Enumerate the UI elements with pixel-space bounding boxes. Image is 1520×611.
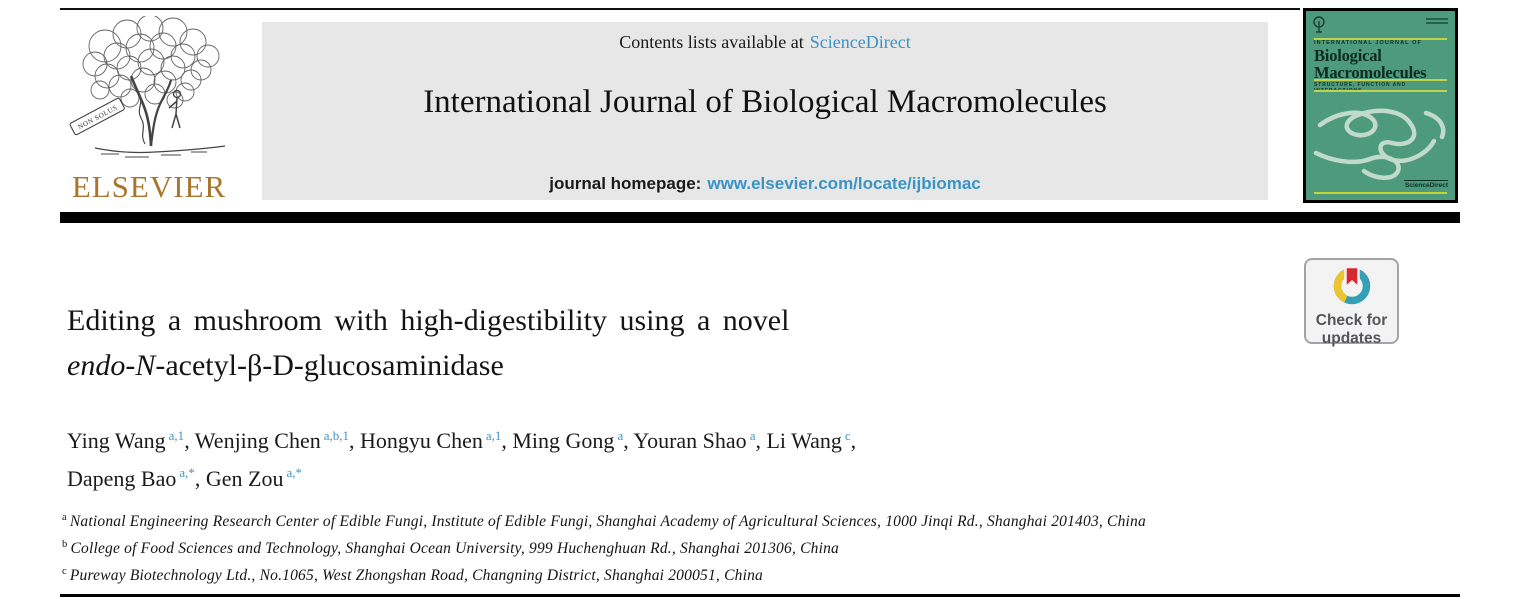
elsevier-logo[interactable]: NON SOLUS ELSEVIER	[64, 14, 234, 205]
cover-bottom-rule	[1314, 192, 1447, 194]
cover-issue-info	[1426, 18, 1448, 26]
check-for-updates-badge[interactable]: Check for updates	[1304, 258, 1399, 347]
author-affiliation-sup[interactable]: a	[749, 428, 756, 443]
author: Ying Wang a,1,	[67, 428, 195, 454]
author-line-1: Ying Wang a,1, Wenjing Chen a,b,1, Hongyu …	[67, 420, 1267, 457]
author-affiliation-sup[interactable]: a,*	[286, 465, 303, 481]
cover-title-line2: Macromolecules	[1314, 63, 1427, 82]
cover-title-line1: Biological	[1314, 46, 1382, 65]
cover-elsevier-mark-icon	[1313, 16, 1325, 33]
check-for-updates-icon	[1333, 265, 1370, 305]
cover-rule	[1314, 90, 1447, 92]
article-title: Editing a mushroom with high-digestibili…	[67, 298, 1167, 388]
author-list: Ying Wang a,1, Wenjing Chen a,b,1, Hongyu …	[67, 420, 1267, 495]
affiliation-marker: b	[62, 539, 68, 551]
cover-molecule-illustration	[1313, 108, 1446, 180]
author: Ming Gong a,	[512, 428, 634, 454]
author: Li Wang c,	[766, 428, 857, 454]
cover-sciencedirect-brand: ScienceDirect	[1404, 180, 1448, 189]
author: Dapeng Bao a,*,	[67, 465, 206, 491]
bottom-rule	[60, 594, 1460, 597]
affiliation-text: Pureway Biotechnology Ltd., No.1065, Wes…	[69, 567, 763, 585]
author-affiliation-sup[interactable]: a,*	[179, 465, 195, 481]
author-affiliation-sup[interactable]: a,1	[168, 428, 185, 443]
journal-cover-thumbnail[interactable]: INTERNATIONAL JOURNAL OF Biological Macr…	[1303, 8, 1458, 203]
affiliation: a National Engineering Research Center of…	[62, 506, 1342, 533]
author-affiliation-sup[interactable]: a	[617, 428, 624, 443]
cover-kicker: INTERNATIONAL JOURNAL OF	[1314, 40, 1422, 46]
elsevier-wordmark: ELSEVIER	[71, 169, 227, 204]
affiliation-list: a National Engineering Research Center of…	[62, 506, 1342, 587]
title-rest: -acetyl-β-D-glucosaminidase	[155, 349, 504, 382]
affiliation-marker: a	[62, 512, 67, 523]
journal-masthead: Contents lists available at ScienceDirect…	[262, 22, 1268, 200]
affiliation-text: National Engineering Research Center of …	[69, 513, 1146, 531]
author-affiliation-sup[interactable]: c	[844, 428, 851, 443]
header-divider-bar	[60, 212, 1460, 223]
journal-title: International Journal of Biological Macr…	[423, 84, 1107, 120]
elsevier-tree-icon: NON SOLUS	[69, 14, 226, 158]
author: Hongyu Chen a,1,	[360, 428, 513, 454]
badge-label-line2: updates	[1321, 330, 1382, 347]
article-title-line2: endo	[67, 349, 126, 382]
author-affiliation-sup[interactable]: a,b,1	[323, 428, 350, 443]
article-title-line1: Editing a mushroom with high-digestibili…	[67, 304, 790, 337]
homepage-prefix: journal homepage:	[549, 174, 702, 193]
sciencedirect-link[interactable]: ScienceDirect	[809, 32, 911, 52]
affiliation-text: College of Food Sciences and Technology,…	[70, 540, 839, 558]
title-hyphen: -	[125, 349, 136, 382]
author: Gen Zou a,*	[205, 465, 303, 491]
author-affiliation-sup[interactable]: a,1	[485, 428, 502, 443]
author: Youran Shao a,	[633, 428, 767, 454]
title-n-italic: N	[135, 349, 156, 382]
affiliation-marker: c	[62, 566, 67, 578]
contents-prefix: Contents lists available at	[619, 32, 804, 52]
non-solus-banner: NON SOLUS	[69, 97, 125, 136]
badge-label-line1: Check for	[1315, 312, 1388, 329]
contents-line: Contents lists available at ScienceDirect	[262, 32, 1268, 53]
author-line-2: Dapeng Bao a,*, Gen Zou a,*	[67, 457, 1267, 494]
affiliation: b College of Food Sciences and Technology…	[62, 533, 1342, 560]
affiliation: c Pureway Biotechnology Ltd., No.1065, We…	[62, 560, 1342, 587]
cover-rule	[1314, 79, 1447, 81]
top-rule	[60, 8, 1300, 10]
cover-rule	[1314, 38, 1447, 40]
journal-homepage-link[interactable]: www.elsevier.com/locate/ijbiomac	[707, 174, 981, 193]
homepage-line: journal homepage: www.elsevier.com/locate…	[262, 174, 1268, 194]
author: Wenjing Chen a,b,1,	[194, 428, 361, 454]
